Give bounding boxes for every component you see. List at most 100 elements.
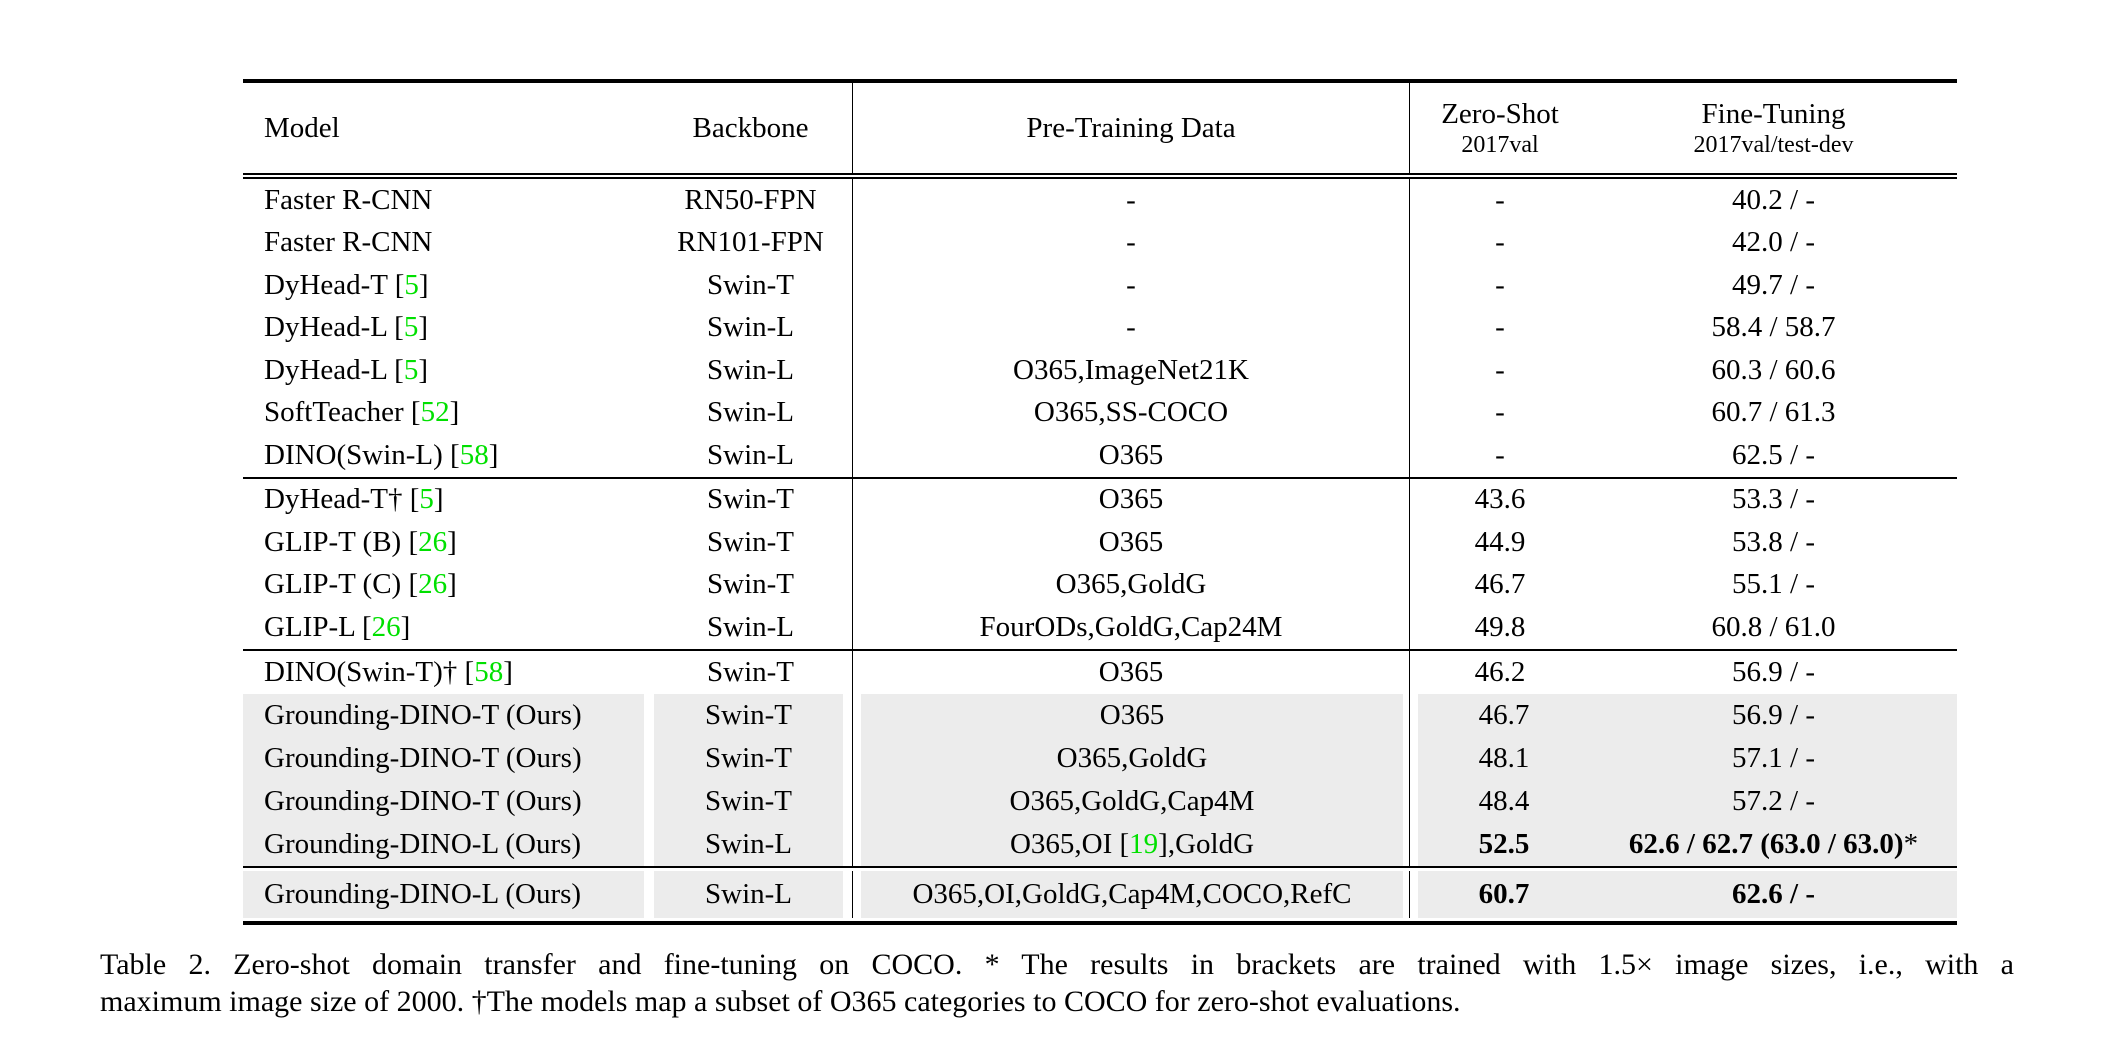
cell-text: Swin-L: [705, 877, 792, 910]
model-cell: Faster R-CNN: [243, 179, 649, 222]
pretrain-cell-content: -: [853, 307, 1409, 350]
cell-text: Swin-T: [705, 784, 792, 817]
pretrain-cell-content: O365,ImageNet21K: [853, 349, 1409, 392]
cell-text: -: [1495, 183, 1505, 216]
citation-link[interactable]: 58: [474, 655, 504, 688]
model-cell-content: Grounding-DINO-T (Ours): [243, 693, 644, 737]
table-block: Grounding-DINO-L (Ours) Swin-L O365,OI,Gol…: [243, 865, 1957, 921]
model-cell-content: Faster R-CNN: [243, 179, 649, 222]
backbone-cell: Swin-L: [649, 434, 852, 477]
cell-text: Grounding-DINO-L (Ours): [264, 827, 582, 860]
citation-link[interactable]: 58: [459, 438, 489, 471]
cell-text: 62.6 / -: [1732, 877, 1815, 910]
pretrain-cell-content: FourODs,GoldG,Cap24M: [853, 606, 1409, 649]
zeroshot-cell: -: [1409, 391, 1590, 434]
column-header-backbone-label: Backbone: [692, 111, 809, 144]
backbone-cell-content: Swin-T: [649, 479, 852, 522]
model-cell-content: DyHead-T [5]: [243, 264, 649, 307]
citation-link[interactable]: 26: [418, 525, 448, 558]
finetune-cell: 57.1 / -: [1590, 736, 1957, 780]
pretrain-cell: O365: [852, 434, 1409, 477]
pretrain-cell: FourODs,GoldG,Cap24M: [852, 606, 1409, 649]
zeroshot-cell-content: 46.7: [1410, 564, 1590, 607]
citation-link[interactable]: 19: [1129, 827, 1159, 860]
table-row: DyHead-T [5] Swin-T - - 49.7 / -: [243, 264, 1957, 307]
backbone-cell: RN101-FPN: [649, 222, 852, 265]
cell-text: 53.3 / -: [1732, 483, 1815, 516]
cell-text: 62.6 / 62.7 (63.0 / 63.0): [1628, 827, 1904, 860]
model-cell-content: DyHead-L [5]: [243, 349, 649, 392]
citation-link[interactable]: 5: [419, 483, 434, 516]
cell-text: O365: [1098, 655, 1164, 688]
backbone-cell: Swin-T: [649, 479, 852, 522]
cell-text: DyHead-L [: [264, 353, 404, 386]
model-cell: Grounding-DINO-T (Ours): [243, 736, 649, 780]
table-row: GLIP-T (C) [26] Swin-T O365,GoldG 46.7 55.1 …: [243, 563, 1957, 607]
zeroshot-cell-content: -: [1410, 349, 1590, 392]
cell-text: Swin-T: [707, 268, 794, 301]
pretrain-cell: O365,SS-COCO: [852, 391, 1409, 434]
cell-text: Grounding-DINO-T (Ours): [264, 741, 582, 774]
table-row: GLIP-L [26] Swin-L FourODs,GoldG,Cap24M 49.…: [243, 606, 1957, 649]
cell-text: -: [1495, 226, 1505, 259]
cell-text: -: [1126, 311, 1136, 344]
citation-link[interactable]: 26: [371, 610, 401, 643]
cell-text: 52.5: [1478, 827, 1530, 860]
zero-shot-subtitle: 2017val: [1461, 131, 1539, 158]
backbone-cell: Swin-L: [649, 349, 852, 392]
table-row: Faster R-CNN RN50-FPN - - 40.2 / -: [243, 179, 1957, 222]
finetune-cell: 62.5 / -: [1590, 434, 1957, 477]
model-cell-content: Grounding-DINO-L (Ours): [243, 822, 644, 866]
zeroshot-cell-content: 60.7: [1418, 870, 1590, 918]
citation-link[interactable]: 5: [403, 353, 419, 386]
cell-text: RN50-FPN: [684, 183, 817, 216]
cell-text: 56.9 / -: [1732, 655, 1815, 688]
cell-text: ]: [488, 438, 499, 471]
cell-text: FourODs,GoldG,Cap24M: [979, 610, 1283, 643]
backbone-cell-content: Swin-T: [654, 693, 843, 737]
citation-link[interactable]: 5: [403, 311, 419, 344]
cell-text: -: [1126, 183, 1136, 216]
pretrain-cell-content: O365,GoldG: [861, 736, 1403, 780]
model-cell-content: Grounding-DINO-T (Ours): [243, 779, 644, 823]
cell-text: -: [1495, 268, 1505, 301]
cell-text: O365: [1098, 525, 1164, 558]
pretrain-cell: -: [852, 221, 1409, 264]
cell-text: ]: [433, 483, 444, 516]
zeroshot-cell: -: [1409, 221, 1590, 264]
cell-text: O365,SS-COCO: [1033, 396, 1229, 429]
table-row: DyHead-L [5] Swin-L - - 58.4 / 58.7: [243, 306, 1957, 350]
citation-link[interactable]: 52: [420, 396, 450, 429]
cell-text: -: [1495, 311, 1505, 344]
zeroshot-cell: 44.9: [1409, 521, 1590, 564]
backbone-cell: Swin-L: [649, 392, 852, 435]
finetune-cell: 56.9 / -: [1590, 651, 1957, 694]
zero-shot-title: Zero-Shot: [1441, 97, 1559, 130]
pretrain-cell-content: -: [853, 264, 1409, 307]
citation-link[interactable]: 5: [404, 268, 419, 301]
model-cell-content: GLIP-T (B) [26]: [243, 521, 649, 564]
pretrain-cell: O365,GoldG: [852, 736, 1409, 780]
model-cell: Faster R-CNN: [243, 222, 649, 265]
cell-text: Swin-T: [705, 741, 792, 774]
zeroshot-cell-content: 46.7: [1418, 693, 1590, 737]
column-header-zero-shot: Zero-Shot 2017val: [1409, 83, 1590, 173]
finetune-cell: 53.3 / -: [1590, 479, 1957, 522]
table-body: Faster R-CNN RN50-FPN - -40.2 / - Faster R-C…: [243, 179, 1957, 921]
finetune-cell: 40.2 / -: [1590, 179, 1957, 222]
zeroshot-cell: 52.5: [1409, 822, 1590, 866]
finetune-cell-content: 60.7 / 61.3: [1590, 392, 1957, 435]
cell-text: Swin-L: [707, 396, 794, 429]
backbone-cell-content: Swin-L: [649, 606, 852, 649]
cell-text: -: [1126, 268, 1136, 301]
cell-text: O365,ImageNet21K: [1013, 353, 1249, 386]
cell-text: O365: [1098, 483, 1164, 516]
backbone-cell-content: Swin-T: [649, 521, 852, 564]
citation-link[interactable]: 26: [418, 568, 448, 601]
zeroshot-cell: 46.7: [1409, 693, 1590, 737]
table-row: DyHead-L [5] Swin-L O365,ImageNet21K - 60.3 …: [243, 349, 1957, 392]
cell-text: 40.2 / -: [1732, 183, 1815, 216]
table-row: DINO(Swin-T)† [58] Swin-T O365 46.2 56.9 / -: [243, 650, 1957, 694]
model-cell-content: DINO(Swin-T)† [58]: [243, 651, 649, 694]
